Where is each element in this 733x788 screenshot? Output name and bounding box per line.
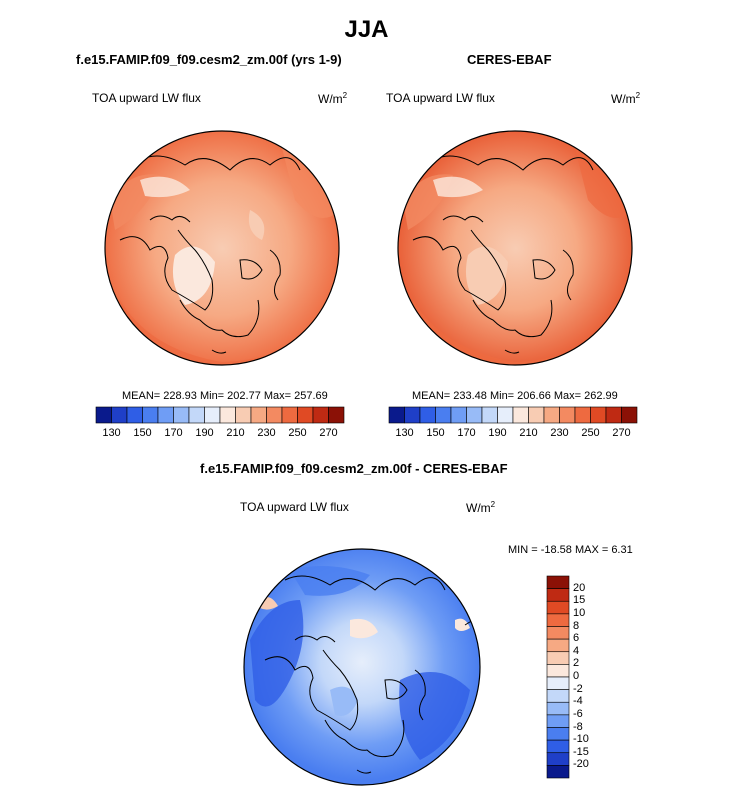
colorbar-panel2-tick-label: 230 bbox=[550, 427, 569, 439]
colorbar-panel3-tick-label: 15 bbox=[573, 594, 586, 607]
colorbar-panel1-tick-label: 250 bbox=[288, 427, 307, 439]
colorbar-panel2-swatch bbox=[419, 406, 436, 424]
colorbar-panel3-tick-label: -15 bbox=[573, 745, 589, 758]
colorbar-panel3-swatch bbox=[546, 588, 570, 602]
colorbar-panel3-tick-label: 10 bbox=[573, 606, 586, 619]
panel3-variable-label: TOA upward LW flux bbox=[240, 500, 349, 514]
colorbar-panel3-tick-label: -6 bbox=[573, 707, 583, 720]
colorbar-panel3-tick-label: -10 bbox=[573, 733, 589, 746]
colorbar-panel1-tick-label: 150 bbox=[133, 427, 152, 439]
panel2-title: CERES-EBAF bbox=[467, 52, 552, 67]
colorbar-panel2-tick-label: 150 bbox=[426, 427, 445, 439]
colorbar-panel1-swatch bbox=[250, 406, 267, 424]
colorbar-panel3-tick-label: 0 bbox=[573, 670, 580, 682]
colorbar-panel3-swatch bbox=[546, 752, 570, 766]
colorbar-panel1 bbox=[95, 406, 345, 424]
colorbar-panel3-tick-label: 6 bbox=[573, 632, 580, 645]
colorbar-panel1-tick-label: 270 bbox=[319, 427, 338, 439]
colorbar-panel2-tick-label: 270 bbox=[612, 427, 631, 439]
colorbar-panel3-swatch bbox=[546, 575, 570, 589]
colorbar-panel3-swatch bbox=[546, 651, 570, 665]
colorbar-panel3-swatch bbox=[546, 689, 570, 703]
colorbar-panel2-tick-label: 130 bbox=[395, 427, 414, 439]
colorbar-panel3-tick-label: 8 bbox=[573, 619, 580, 632]
colorbar-panel2-tick-label: 250 bbox=[581, 427, 600, 439]
colorbar-panel2-tick-label: 210 bbox=[519, 427, 538, 439]
colorbar-panel3-swatch bbox=[546, 701, 570, 716]
colorbar-panel1-swatch bbox=[142, 406, 159, 424]
colorbar-panel3-swatch bbox=[546, 739, 570, 754]
colorbar-panel2-swatch bbox=[512, 406, 529, 424]
colorbar-panel3-tick-label: 20 bbox=[573, 581, 586, 594]
colorbar-panel3-swatch bbox=[546, 714, 570, 728]
colorbar-panel2-swatch bbox=[590, 406, 607, 424]
colorbar-panel1-swatch bbox=[204, 406, 221, 424]
colorbar-panel3-tick-label: 2 bbox=[573, 657, 580, 670]
colorbar-panel2-swatch bbox=[621, 406, 638, 424]
colorbar-panel1-tick-label: 230 bbox=[257, 427, 276, 439]
panel2-stats: MEAN= 233.48 Min= 206.66 Max= 262.99 bbox=[412, 390, 618, 402]
colorbar-panel3-tick-label: -20 bbox=[573, 758, 589, 771]
colorbar-panel2-swatch bbox=[528, 406, 545, 424]
colorbar-panel1-swatch bbox=[188, 406, 205, 424]
colorbar-panel2-swatch bbox=[466, 406, 483, 424]
map-panel2 bbox=[397, 130, 633, 366]
colorbar-panel2-swatch bbox=[559, 406, 576, 424]
panel1-title: f.e15.FAMIP.f09_f09.cesm2_zm.00f (yrs 1-… bbox=[76, 52, 342, 67]
colorbar-panel1-swatch bbox=[173, 406, 190, 424]
panel3-title: f.e15.FAMIP.f09_f09.cesm2_zm.00f - CERES… bbox=[200, 461, 508, 476]
colorbar-panel3-swatch bbox=[546, 600, 570, 615]
map-panel3 bbox=[243, 548, 481, 786]
colorbar-panel1-swatch bbox=[157, 406, 174, 424]
colorbar-panel3-tick-label: -4 bbox=[573, 695, 583, 708]
map-panel1 bbox=[104, 130, 340, 366]
colorbar-panel3-tick-label: -2 bbox=[573, 682, 583, 695]
colorbar-panel2-swatch bbox=[388, 406, 405, 424]
colorbar-panel3-swatch bbox=[546, 664, 570, 678]
colorbar-panel3-tick-label: -8 bbox=[573, 720, 583, 733]
colorbar-panel1-tick-label: 190 bbox=[195, 427, 214, 439]
colorbar-panel3-tick-label: 4 bbox=[573, 644, 580, 657]
colorbar-panel1-tick-label: 170 bbox=[164, 427, 183, 439]
colorbar-panel1-swatch bbox=[235, 406, 252, 424]
panel2-units-label: W/m2 bbox=[611, 91, 641, 106]
colorbar-panel1-tick-label: 130 bbox=[102, 427, 121, 439]
colorbar-panel2 bbox=[388, 406, 638, 424]
colorbar-panel1-swatch bbox=[219, 406, 236, 424]
colorbar-panel3-swatch bbox=[546, 626, 570, 640]
colorbar-panel1-swatch bbox=[328, 406, 345, 424]
colorbar-panel1-tick-label: 210 bbox=[226, 427, 245, 439]
colorbar-panel3-swatch bbox=[546, 638, 570, 653]
colorbar-panel3 bbox=[546, 575, 570, 779]
colorbar-panel2-swatch bbox=[435, 406, 452, 424]
colorbar-panel2-swatch bbox=[543, 406, 560, 424]
colorbar-panel3-swatch bbox=[546, 613, 570, 627]
colorbar-panel2-swatch bbox=[605, 406, 622, 424]
colorbar-panel3-swatch bbox=[546, 727, 570, 741]
colorbar-panel1-swatch bbox=[126, 406, 143, 424]
panel1-units-label: W/m2 bbox=[318, 91, 348, 106]
colorbar-panel2-tick-label: 170 bbox=[457, 427, 476, 439]
colorbar-panel1-swatch bbox=[297, 406, 314, 424]
colorbar-panel2-tick-label: 190 bbox=[488, 427, 507, 439]
colorbar-panel1-swatch bbox=[111, 406, 128, 424]
colorbar-panel1-swatch bbox=[95, 406, 112, 424]
colorbar-panel2-swatch bbox=[574, 406, 591, 424]
colorbar-panel2-swatch bbox=[481, 406, 498, 424]
main-title: JJA bbox=[344, 16, 389, 43]
colorbar-panel2-swatch bbox=[450, 406, 467, 424]
colorbar-panel2-swatch bbox=[404, 406, 421, 424]
colorbar-panel3-swatch bbox=[546, 676, 570, 690]
panel1-stats: MEAN= 228.93 Min= 202.77 Max= 257.69 bbox=[122, 390, 328, 402]
colorbar-panel1-swatch bbox=[266, 406, 283, 424]
colorbar-panel1-swatch bbox=[281, 406, 298, 424]
colorbar-panel1-swatch bbox=[312, 406, 329, 424]
panel1-variable-label: TOA upward LW flux bbox=[92, 91, 201, 105]
panel3-stats: MIN = -18.58 MAX = 6.31 bbox=[508, 544, 633, 556]
panel2-variable-label: TOA upward LW flux bbox=[386, 91, 495, 105]
colorbar-panel2-swatch bbox=[497, 406, 514, 424]
panel3-units-label: W/m2 bbox=[466, 500, 496, 515]
colorbar-panel3-swatch bbox=[546, 765, 570, 779]
